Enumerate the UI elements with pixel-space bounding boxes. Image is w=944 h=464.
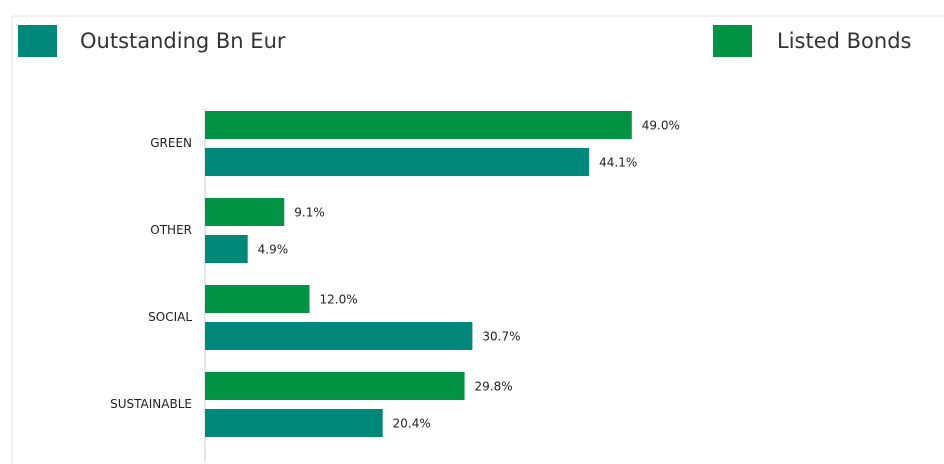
category-label: OTHER: [150, 223, 192, 237]
legend-label: Listed Bonds: [777, 29, 911, 53]
category-label: SOCIAL: [148, 310, 192, 324]
bar: [205, 111, 632, 139]
bar: [205, 198, 285, 226]
bar: [205, 285, 310, 313]
category-label: GREEN: [150, 136, 192, 150]
legend-swatch: [18, 25, 57, 57]
legend-swatch: [713, 25, 752, 57]
bar: [205, 322, 473, 350]
value-label: 12.0%: [320, 293, 358, 307]
value-label: 30.7%: [482, 330, 520, 344]
value-label: 4.9%: [258, 243, 289, 257]
value-label: 29.8%: [475, 380, 513, 394]
bar: [205, 372, 465, 400]
value-label: 9.1%: [294, 206, 325, 220]
bar: [205, 148, 590, 176]
bar: [205, 409, 383, 437]
legend-label: Outstanding Bn Eur: [80, 29, 286, 53]
bar: [205, 235, 248, 263]
value-label: 44.1%: [599, 156, 637, 170]
category-label: SUSTAINABLE: [110, 397, 192, 411]
value-label: 20.4%: [393, 417, 431, 431]
value-label: 49.0%: [642, 119, 680, 133]
